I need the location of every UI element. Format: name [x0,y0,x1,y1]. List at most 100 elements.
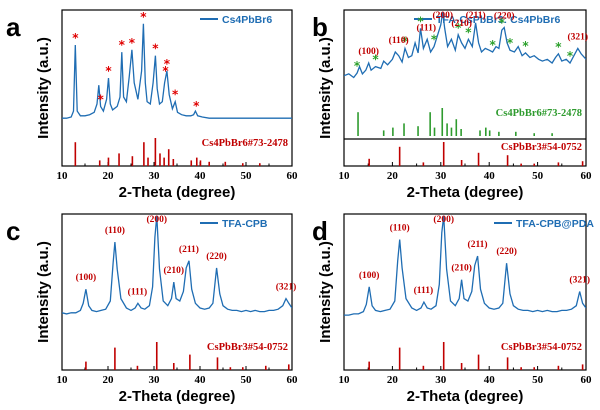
miller-index-label: (210) [451,263,472,274]
peak-star-marker: * [402,34,409,48]
panel-b: b 10 20 30 40 50 60 2-Theta (degree) Intensity (… [312,9,593,201]
x-tick-label: 30 [149,170,161,182]
miller-index-label: (100) [359,270,380,281]
x-tick-label: 40 [195,374,207,386]
x-axis-title: 2-Theta (degree) [119,184,236,201]
panel-letter: a [6,12,21,42]
miller-index-label: (111) [414,285,434,296]
peak-star-marker: * [354,59,361,73]
x-tick-label: 60 [287,374,299,386]
x-tick-label: 40 [484,170,496,182]
series-line-0 [62,215,292,315]
x-tick-label: 10 [339,170,351,182]
miller-index-label: (110) [390,223,410,234]
x-tick-label: 20 [387,374,399,386]
miller-index-label: (100) [76,272,97,283]
miller-index-label: (211) [466,10,486,21]
miller-index-label: (321) [567,31,588,42]
peak-star-marker: * [97,92,104,106]
x-axis-title: 2-Theta (degree) [119,388,236,405]
miller-index-label: (211) [468,239,488,250]
legend-entry: TFA-CPB@PDA [516,218,594,230]
legend-entry: TFA-CPB [222,218,268,230]
peak-star-marker: * [567,49,574,63]
x-tick-label: 50 [532,374,544,386]
reference-label: Cs4PbBr6#73-2478 [202,138,288,149]
series-line-0 [344,215,586,316]
x-tick-label: 20 [387,170,399,182]
y-axis-title: Intensity (a.u.) [35,241,52,343]
peak-star-marker: * [152,42,159,56]
peak-star-marker: * [72,31,79,45]
peak-star-marker: * [119,38,126,52]
panel-letter: d [312,216,328,246]
reference-label: CsPbBr3#54-0752 [207,342,288,353]
miller-index-label: (220) [206,251,227,262]
legend-entry: Cs4PbBr6 [222,14,272,26]
peak-star-marker: * [431,33,438,47]
peak-star-marker: * [417,14,424,28]
peak-star-marker: * [105,64,112,78]
panel-letter: c [6,216,20,246]
legend-entry: TFA-CsPbBr3: Cs4PbBr6 [436,14,560,26]
reference-label: CsPbBr3#54-0752 [501,342,582,353]
x-tick-label: 60 [581,170,593,182]
peak-star-marker: * [172,88,179,102]
peak-star-marker: * [555,40,562,54]
peak-star-marker: * [129,36,136,50]
peak-star-marker: * [193,99,200,113]
x-tick-label: 40 [195,170,207,182]
y-axis-title: Intensity (a.u.) [317,37,334,139]
peak-star-marker: * [164,57,171,71]
miller-index-label: (200) [432,10,453,21]
x-tick-label: 30 [435,374,447,386]
x-tick-label: 30 [149,374,161,386]
panel-a: a 10 20 30 40 50 60 2-Theta (degree) Intensity (… [6,9,299,201]
x-tick-label: 10 [57,374,69,386]
miller-index-label: (110) [105,225,125,236]
peak-star-marker: * [455,21,462,35]
panel-c: c 10 20 30 40 50 60 2-Theta (degree) Intensity (… [6,213,299,405]
peak-star-marker: * [162,64,169,78]
panel-letter: b [312,12,328,42]
x-tick-label: 20 [103,374,115,386]
x-tick-label: 10 [57,170,69,182]
reference-label: CsPbBr3#54-0752 [501,142,582,153]
x-tick-label: 20 [103,170,115,182]
peak-star-marker: * [465,25,472,39]
peak-star-marker: * [489,38,496,52]
x-tick-label: 10 [339,374,351,386]
series-line-0 [344,11,586,79]
miller-index-label: (200) [433,214,454,225]
miller-index-label: (321) [276,282,297,293]
x-axis-title: 2-Theta (degree) [407,184,524,201]
miller-index-label: (210) [451,18,472,29]
x-tick-label: 40 [484,374,496,386]
peak-star-marker: * [372,53,379,67]
x-tick-label: 60 [581,374,593,386]
x-tick-label: 60 [287,170,299,182]
x-tick-label: 30 [435,170,447,182]
y-axis-title: Intensity (a.u.) [35,37,52,139]
miller-index-label: (211) [179,244,199,255]
miller-index-label: (210) [163,265,184,276]
miller-index-label: (100) [358,46,379,57]
miller-index-label: (220) [496,246,517,257]
miller-index-label: (200) [146,214,167,225]
x-axis-title: 2-Theta (degree) [407,388,524,405]
peak-star-marker: * [507,36,514,50]
series-line-0 [62,23,292,119]
peak-star-marker: * [499,16,506,30]
y-axis-title: Intensity (a.u.) [317,241,334,343]
miller-index-label: (110) [389,35,409,46]
x-tick-label: 50 [241,374,253,386]
miller-index-label: (220) [494,10,515,21]
x-tick-label: 50 [241,170,253,182]
reference-label: Cs4PbBr6#73-2478 [496,108,582,119]
miller-index-label: (111) [128,286,148,297]
miller-index-label: (111) [417,22,437,33]
miller-index-label: (321) [569,275,590,286]
panel-d: d 10 20 30 40 50 60 2-Theta (degree) Intensity (… [312,213,594,405]
peak-star-marker: * [140,10,147,24]
